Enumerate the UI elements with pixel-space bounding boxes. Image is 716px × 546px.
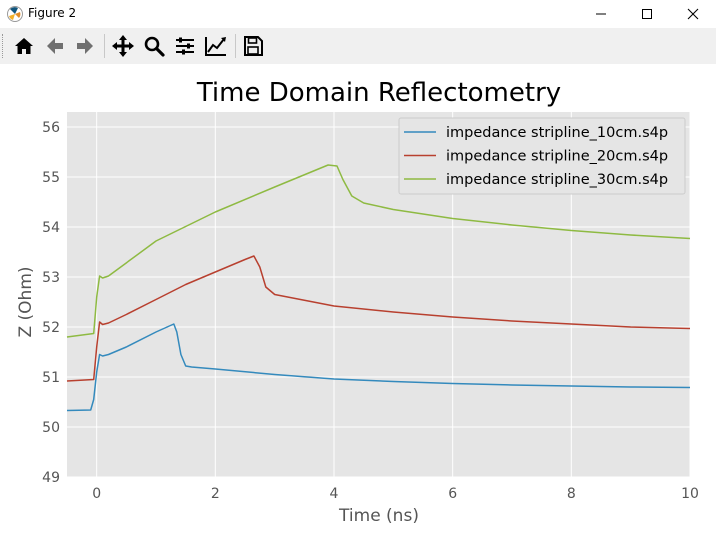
y-tick-labels: 49 50 51 52 53 54 55 56 bbox=[42, 120, 60, 486]
navigation-toolbar bbox=[0, 28, 716, 64]
grid-lines bbox=[67, 112, 691, 478]
window-title: Figure 2 bbox=[28, 6, 77, 20]
y-tick-label: 56 bbox=[42, 120, 60, 136]
zoom-button[interactable] bbox=[140, 32, 168, 60]
legend-label: impedance stripline_10cm.s4p bbox=[446, 125, 668, 141]
toolbar-separator bbox=[104, 34, 105, 58]
back-arrow-icon bbox=[47, 38, 63, 54]
home-button[interactable] bbox=[10, 32, 38, 60]
legend-box bbox=[398, 117, 686, 195]
matplotlib-app-icon bbox=[6, 5, 24, 23]
minimize-button[interactable] bbox=[578, 0, 624, 28]
series-line-1 bbox=[66, 323, 691, 412]
pan-button[interactable] bbox=[109, 32, 137, 60]
y-tick-label: 52 bbox=[42, 320, 60, 336]
edit-axes-button[interactable] bbox=[202, 32, 230, 60]
x-tick-label: 8 bbox=[567, 486, 576, 502]
toolbar-grip[interactable] bbox=[2, 34, 6, 58]
y-axis-label: Z (Ohm) bbox=[16, 266, 36, 337]
pan-icon bbox=[112, 35, 134, 57]
series-lines bbox=[66, 164, 691, 412]
maximize-button[interactable] bbox=[624, 0, 670, 28]
subplots-icon bbox=[176, 37, 194, 55]
x-axis-label: Time (ns) bbox=[338, 506, 419, 526]
axes-edit-icon bbox=[205, 37, 226, 56]
subplots-button[interactable] bbox=[171, 32, 199, 60]
forward-button[interactable] bbox=[71, 32, 99, 60]
forward-arrow-icon bbox=[77, 38, 93, 54]
series-line-3 bbox=[66, 164, 691, 338]
x-tick-label: 2 bbox=[211, 486, 220, 502]
figure-canvas[interactable]: Time Domain Reflectometry 0 2 4 6 8 10 49 50 51… bbox=[0, 64, 716, 542]
y-tick-label: 50 bbox=[42, 420, 60, 436]
x-tick-labels: 0 2 4 6 8 10 bbox=[92, 486, 699, 502]
maximize-icon bbox=[642, 9, 652, 19]
y-tick-label: 51 bbox=[42, 370, 60, 386]
y-tick-label: 49 bbox=[42, 470, 60, 486]
window-titlebar: Figure 2 bbox=[0, 0, 716, 28]
close-icon bbox=[687, 8, 699, 20]
home-icon bbox=[15, 38, 33, 54]
x-tick-label: 6 bbox=[448, 486, 457, 502]
y-tick-label: 55 bbox=[42, 170, 60, 186]
back-button[interactable] bbox=[41, 32, 69, 60]
x-tick-label: 4 bbox=[330, 486, 339, 502]
series-line-2 bbox=[66, 255, 691, 382]
chart-title: Time Domain Reflectometry bbox=[196, 78, 561, 108]
x-tick-label: 0 bbox=[92, 486, 101, 502]
legend-label: impedance stripline_20cm.s4p bbox=[446, 149, 668, 165]
legend: impedance stripline_10cm.s4p impedance st… bbox=[398, 117, 686, 195]
toolbar-separator bbox=[235, 34, 236, 58]
chart-svg[interactable]: Time Domain Reflectometry 0 2 4 6 8 10 49 50 51… bbox=[0, 64, 716, 542]
y-tick-label: 53 bbox=[42, 270, 60, 286]
x-tick-label: 10 bbox=[681, 486, 699, 502]
zoom-icon bbox=[144, 36, 165, 57]
save-button[interactable] bbox=[239, 32, 267, 60]
legend-label: impedance stripline_30cm.s4p bbox=[446, 172, 668, 188]
minimize-icon bbox=[596, 13, 606, 15]
y-tick-label: 54 bbox=[42, 220, 60, 236]
close-button[interactable] bbox=[670, 0, 716, 28]
save-icon bbox=[244, 36, 263, 56]
